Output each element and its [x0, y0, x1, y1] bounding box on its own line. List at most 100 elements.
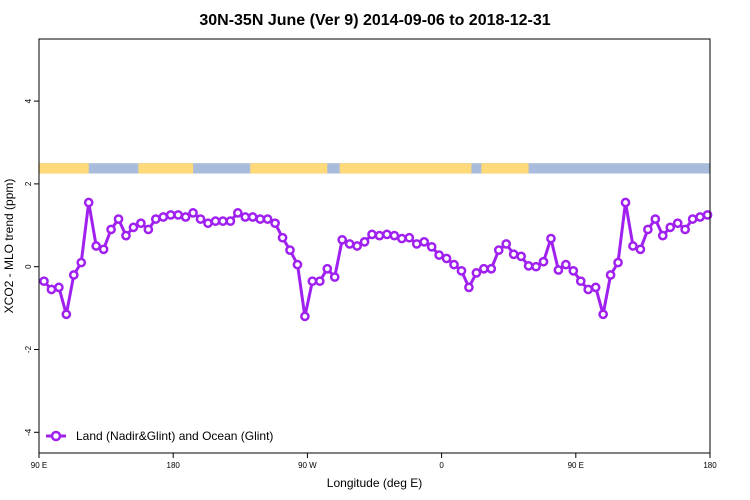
land-band-segment	[39, 163, 84, 174]
legend-entry-label: Land (Nadir&Glint) and Ocean (Glint)	[76, 429, 273, 443]
x-tick-label: 90 W	[298, 461, 317, 470]
y-tick-label: 0	[24, 264, 33, 269]
data-point	[247, 212, 258, 222]
data-point	[270, 218, 280, 229]
data-point	[598, 309, 608, 320]
x-tick-label: 90 E	[31, 461, 47, 470]
data-point	[46, 284, 57, 295]
data-point	[441, 253, 452, 264]
x-tick-label: 180	[703, 461, 717, 470]
data-point	[98, 244, 109, 255]
data-point	[657, 230, 668, 241]
data-point	[128, 222, 139, 233]
data-point	[210, 216, 221, 227]
data-point	[456, 265, 467, 276]
chart-title: 30N-35N June (Ver 9) 2014-09-06 to 2018-…	[199, 12, 550, 29]
data-point	[240, 212, 251, 222]
data-point	[255, 214, 266, 224]
data-point	[426, 241, 437, 252]
data-point	[143, 224, 154, 235]
data-point	[650, 214, 661, 224]
data-point	[613, 257, 623, 268]
y-tick-label: 4	[24, 98, 33, 103]
land-band-segment	[481, 163, 529, 174]
data-point	[322, 263, 333, 274]
x-tick-label: 180	[167, 461, 181, 470]
data-point	[583, 284, 594, 295]
data-point	[136, 218, 146, 229]
y-axis: -4 -2 0 2 4	[24, 98, 39, 436]
data-point	[106, 224, 116, 235]
data-point	[531, 261, 541, 272]
data-point	[419, 237, 430, 247]
data-point	[501, 239, 512, 249]
data-point	[195, 214, 206, 224]
data-point	[262, 214, 273, 224]
data-point	[314, 276, 325, 287]
data-point	[344, 239, 355, 249]
x-tick-label: 0	[439, 461, 444, 470]
data-point	[464, 282, 474, 293]
data-point	[516, 251, 526, 262]
y-tick-label: 2	[24, 181, 33, 186]
data-point	[150, 214, 161, 224]
data-point	[538, 256, 549, 267]
data-point	[411, 239, 422, 249]
data-point	[687, 214, 698, 224]
y-axis-label: XCO2 - MLO trend (ppm)	[2, 179, 16, 314]
data-point	[39, 276, 49, 287]
data-point	[628, 241, 638, 251]
data-point	[83, 197, 94, 208]
data-point	[277, 232, 288, 243]
data-point	[486, 263, 497, 274]
x-axis: 90 E 180 90 W 0 90 E 180	[31, 453, 717, 470]
land-band-segment	[80, 163, 89, 174]
data-point	[471, 268, 482, 278]
x-axis-label: Longitude (deg E)	[327, 476, 422, 490]
data-point	[300, 311, 310, 322]
data-point	[285, 245, 295, 255]
legend: Land (Nadir&Glint) and Ocean (Glint)	[46, 429, 273, 443]
series-point-layer	[39, 197, 713, 322]
data-point	[702, 210, 713, 220]
data-point	[367, 229, 377, 240]
legend-marker-swatch	[50, 430, 62, 442]
data-point	[113, 214, 124, 224]
data-point	[665, 222, 676, 233]
land-ocean-band	[39, 163, 710, 174]
land-band-segment	[250, 163, 328, 174]
data-point	[389, 230, 400, 241]
data-point	[329, 272, 340, 282]
data-point	[478, 263, 489, 274]
data-point	[508, 249, 519, 260]
data-point	[523, 261, 534, 271]
data-point	[54, 282, 64, 293]
data-point	[337, 234, 348, 245]
data-point	[575, 276, 586, 287]
data-point	[449, 259, 459, 270]
data-point	[307, 276, 318, 287]
data-point	[203, 218, 213, 229]
data-point	[352, 241, 362, 251]
data-point	[158, 212, 169, 222]
data-point	[91, 241, 102, 251]
y-tick-label: -2	[24, 345, 33, 353]
data-point	[292, 259, 303, 270]
data-point	[680, 224, 690, 235]
land-band-segment	[138, 163, 194, 174]
data-point	[643, 224, 653, 235]
data-point	[374, 230, 385, 241]
data-point	[232, 208, 243, 218]
data-point	[605, 270, 616, 280]
data-point	[225, 216, 236, 227]
data-point	[382, 229, 392, 240]
data-point	[695, 212, 705, 222]
data-point	[404, 232, 415, 243]
data-point	[76, 257, 87, 268]
data-point	[635, 244, 646, 255]
data-point	[620, 197, 631, 208]
data-point	[121, 230, 131, 241]
data-point	[546, 233, 556, 244]
data-point	[165, 210, 176, 220]
x-tick-label: 90 E	[568, 461, 584, 470]
